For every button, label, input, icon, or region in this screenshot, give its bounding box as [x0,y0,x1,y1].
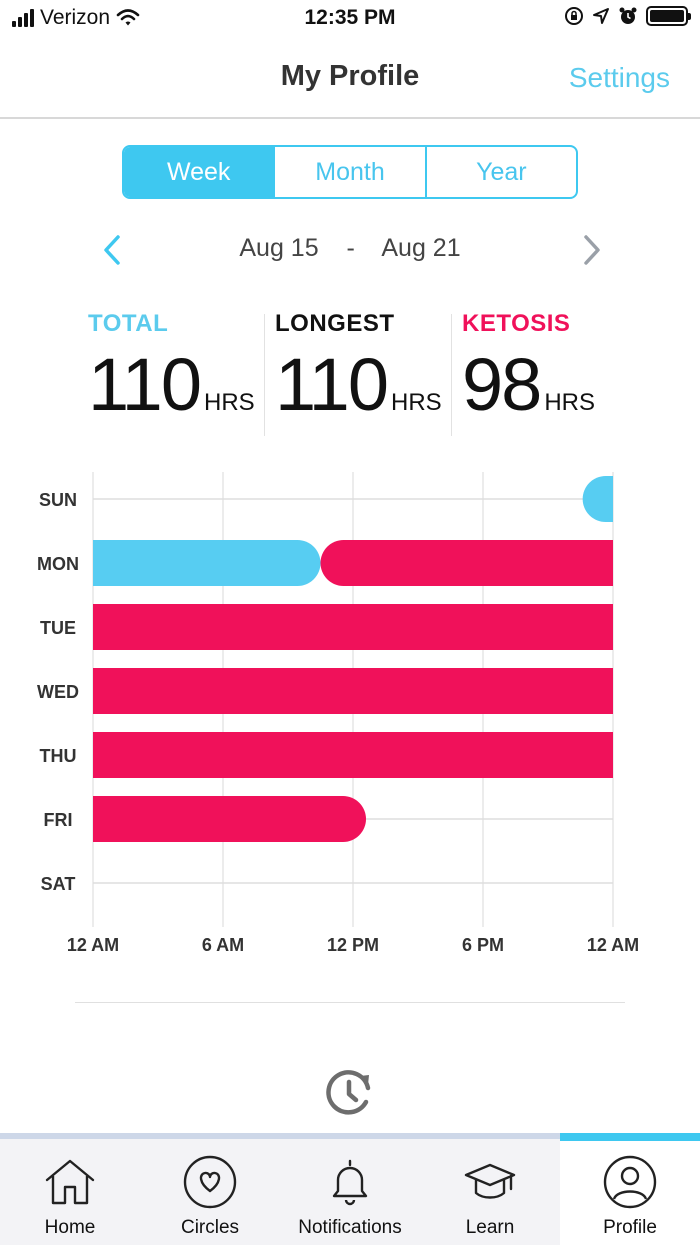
day-label: WED [37,682,79,702]
location-icon [593,8,609,24]
page-title: My Profile [280,60,420,92]
tab-learn[interactable]: Learn [420,1139,560,1245]
stat-total-unit: HRS [203,389,255,416]
tab-home-label: Home [44,1217,96,1238]
active-tab-indicator [560,1133,700,1141]
bar-sun-fasting [582,476,613,522]
x-tick-label: 6 PM [462,935,504,955]
stat-ketosis: KETOSIS 98 HRS [462,310,595,435]
heart-circle-icon [183,1155,237,1209]
period-segmented-control: Week Month Year [122,145,578,199]
orientation-lock-icon [565,7,583,25]
stats-row: TOTAL 110 HRS LONGEST 110 HRS KETOSIS 98… [0,310,700,436]
date-start: Aug 15 [239,234,319,262]
settings-button[interactable]: Settings [568,62,670,93]
x-tick-label: 12 AM [587,935,639,955]
tab-profile-label: Profile [603,1217,657,1238]
tab-learn-label: Learn [465,1217,515,1238]
bar-mon-fasting [93,540,321,586]
status-left: Verizon [12,6,140,30]
chevron-left-icon[interactable] [98,232,126,268]
bar-tue-ketosis [93,604,613,650]
bar-wed-ketosis [93,668,613,714]
tab-circles[interactable]: Circles [140,1139,280,1245]
stat-longest-unit: HRS [390,389,442,416]
stat-ketosis-label: KETOSIS [462,310,571,337]
x-tick-label: 12 AM [67,935,119,955]
stat-longest: LONGEST 110 HRS [275,310,442,435]
stat-total: TOTAL 110 HRS [88,310,255,435]
fasting-chart: SUN MON TUE WED THU FRI SAT 12 AM 6 AM 12 PM 6 PM 1… [37,472,639,955]
day-label: SUN [39,490,77,510]
stat-divider [451,314,452,436]
tab-home[interactable]: Home [0,1139,140,1245]
bar-mon-ketosis [320,540,613,586]
date-range-row: Aug 15 - Aug 21 [0,228,700,272]
home-icon [45,1159,95,1205]
alarm-icon [619,7,637,24]
tab-notifications-label: Notifications [298,1217,402,1238]
tab-circles-label: Circles [180,1217,240,1238]
stat-divider [264,314,265,436]
bell-icon [332,1159,368,1206]
x-tick-label: 6 AM [202,935,244,955]
stat-longest-label: LONGEST [275,310,395,337]
date-end: Aug 21 [381,234,461,262]
x-tick-label: 12 PM [327,935,379,955]
user-icon [603,1155,657,1209]
status-bar: Verizon 12:35 PM [0,0,700,40]
tab-year[interactable]: Year [424,147,576,197]
day-label: THU [40,746,77,766]
status-right [564,6,691,26]
stat-longest-value: 110 [275,343,389,426]
day-label: TUE [40,618,76,638]
bar-thu-ketosis [93,732,613,778]
tab-week[interactable]: Week [124,147,274,197]
stat-ketosis-unit: HRS [544,389,595,416]
nav-bar: My Profile Settings [0,40,700,119]
status-time: 12:35 PM [304,6,396,29]
tab-bar: Home Circles Notifications Learn Profi [0,1133,700,1245]
day-label: MON [37,554,79,574]
tab-profile[interactable]: Profile [560,1133,700,1245]
stat-ketosis-value: 98 [462,343,542,426]
bar-fri-ketosis [93,796,366,842]
stat-total-value: 110 [88,343,202,426]
tab-month[interactable]: Month [273,147,424,197]
day-label: FRI [44,810,73,830]
stat-total-label: TOTAL [88,310,169,337]
tab-notifications[interactable]: Notifications [280,1139,420,1245]
battery-icon [646,6,691,26]
signal-icon [12,9,34,27]
history-icon[interactable] [322,1066,376,1120]
wifi-icon [116,9,140,26]
graduation-cap-icon [464,1163,516,1199]
section-divider [75,1002,625,1003]
carrier-name: Verizon [40,6,111,29]
date-range-label: Aug 15 - Aug 21 [0,234,700,263]
chevron-right-icon[interactable] [578,232,606,268]
day-label: SAT [41,874,76,894]
date-separator: - [346,234,355,262]
